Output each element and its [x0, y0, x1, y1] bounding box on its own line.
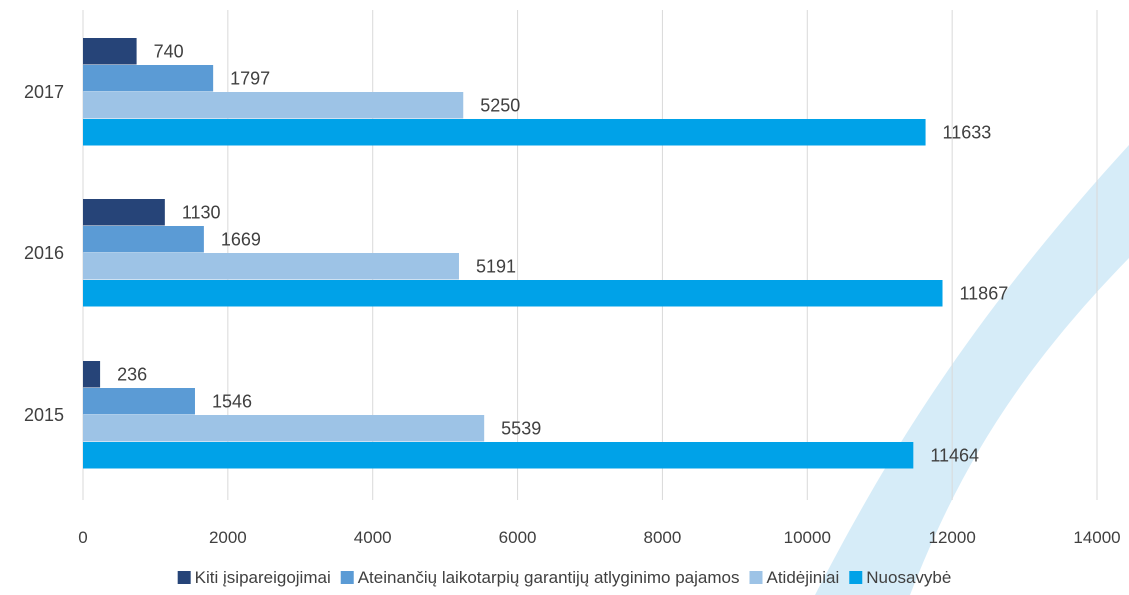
data-label-2016-series-2: 5191 [476, 256, 516, 276]
x-tick-label-2000: 2000 [209, 528, 247, 547]
data-label-2015-series-0: 236 [117, 364, 147, 384]
bar-2017-series-2 [83, 92, 464, 119]
legend-label-0: Kiti įsipareigojimai [195, 568, 331, 587]
bar-2015-series-2 [83, 415, 485, 442]
legend-label-2: Atidėjiniai [767, 568, 840, 587]
category-label-2015: 2015 [24, 405, 64, 425]
bar-2016-series-1 [83, 226, 204, 253]
legend-swatch-2 [749, 571, 763, 584]
axes: 2015 2016 2017 0 2000 4000 6000 8000 10000 12000 1… [24, 82, 1121, 547]
legend-swatch-1 [340, 571, 354, 584]
bar-2016-series-2 [83, 253, 459, 280]
bar-2015-series-0 [83, 361, 101, 388]
data-label-2016-series-3: 11867 [960, 283, 1009, 303]
data-label-2016-series-0: 1130 [182, 202, 221, 222]
x-tick-label-12000: 12000 [929, 528, 976, 547]
bar-2015-series-1 [83, 388, 195, 415]
legend-label-1: Ateinančių laikotarpių garantijų atlygin… [358, 568, 740, 587]
background-decoration [815, 145, 1129, 595]
x-tick-label-10000: 10000 [784, 528, 831, 547]
x-tick-label-8000: 8000 [644, 528, 682, 547]
bars [83, 38, 943, 469]
data-label-2015-series-1: 1546 [212, 391, 252, 411]
bar-2017-series-0 [83, 38, 137, 65]
category-label-2016: 2016 [24, 243, 64, 263]
x-tick-label-0: 0 [78, 528, 87, 547]
legend-swatch-0 [177, 571, 191, 584]
x-tick-label-14000: 14000 [1073, 528, 1120, 547]
data-label-2015-series-2: 5539 [501, 418, 541, 438]
data-label-2017-series-3: 11633 [943, 122, 992, 142]
data-label-2015-series-3: 11464 [930, 445, 979, 465]
legend-swatch-3 [849, 571, 863, 584]
bar-2016-series-0 [83, 199, 165, 226]
legend: Kiti įsipareigojimai Ateinančių laikotarp… [177, 568, 951, 587]
bar-2017-series-3 [83, 119, 926, 146]
x-tick-label-6000: 6000 [499, 528, 537, 547]
bar-2016-series-3 [83, 280, 943, 307]
background-swoosh [815, 145, 1129, 595]
data-label-2017-series-1: 1797 [230, 68, 270, 88]
bar-2017-series-1 [83, 65, 214, 92]
data-label-2017-series-0: 740 [154, 41, 184, 61]
data-label-2016-series-1: 1669 [221, 229, 261, 249]
legend-label-3: Nuosavybė [866, 568, 951, 587]
bar-2015-series-3 [83, 442, 914, 469]
gridlines [82, 10, 1098, 500]
data-label-2017-series-2: 5250 [480, 95, 520, 115]
category-label-2017: 2017 [24, 82, 64, 102]
x-tick-label-4000: 4000 [354, 528, 392, 547]
